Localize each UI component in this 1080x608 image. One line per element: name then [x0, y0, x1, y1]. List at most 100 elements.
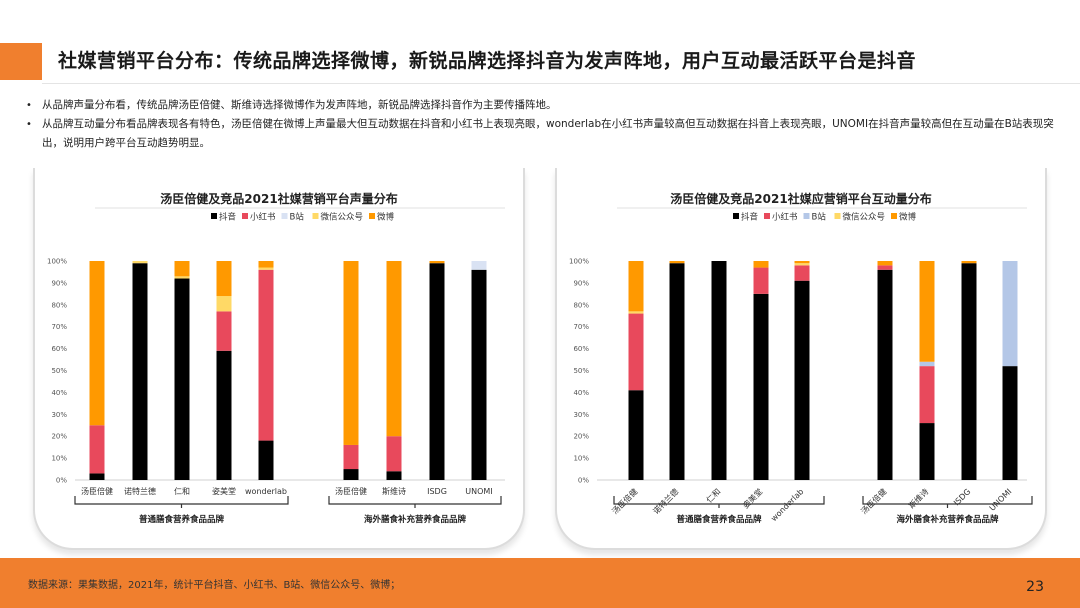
- bullet-dot: •: [26, 119, 32, 130]
- group-label: 普通膳食营养食品品牌: [676, 514, 762, 525]
- bar-微博: [174, 261, 190, 277]
- title-accent-bar: [0, 43, 42, 80]
- group-label: 海外膳食补充营养食品品牌: [364, 514, 467, 525]
- legend-label: 微博: [377, 212, 395, 223]
- legend-item: 微博: [369, 212, 395, 223]
- chart-panel-interaction: 汤臣倍健及竞品2021社媒应营销平台互动量分布 抖音 小红书 B站 微信公众号 微博 0% 1…: [555, 168, 1047, 550]
- bar-微博: [89, 261, 105, 426]
- y-tick-label: 100%: [569, 258, 589, 266]
- y-tick-label: 70%: [573, 323, 589, 331]
- bar-小红书: [919, 366, 935, 424]
- x-tick-label: 仁和: [704, 486, 722, 504]
- bar-抖音: [343, 469, 359, 480]
- bar-B站: [471, 261, 487, 270]
- legend-swatch: [211, 213, 217, 219]
- bar-抖音: [628, 390, 644, 480]
- bar-小红书: [258, 269, 274, 441]
- legend-swatch: [281, 213, 288, 219]
- title-divider: [42, 83, 1080, 84]
- legend-item: B站: [281, 212, 304, 223]
- y-tick-label: 90%: [573, 279, 589, 287]
- legend-label: 微信公众号: [321, 212, 364, 223]
- bar-抖音: [386, 471, 402, 480]
- legend-swatch: [242, 213, 248, 219]
- bar-小红书: [89, 425, 105, 474]
- x-tick-label: 仁和: [174, 486, 190, 496]
- chart-title: 汤臣倍健及竞品2021社媒应营销平台互动量分布: [670, 191, 931, 206]
- bar-微博: [753, 261, 769, 268]
- bar-微博: [794, 261, 810, 264]
- bar-抖音: [794, 280, 810, 480]
- bar-小红书: [386, 436, 402, 472]
- page-number: 23: [1026, 579, 1044, 595]
- legend-item: 小红书: [764, 212, 798, 223]
- x-tick-label: 斯维诗: [382, 486, 406, 496]
- bar-小红书: [794, 265, 810, 281]
- bar-抖音: [258, 440, 274, 480]
- legend-item: 微信公众号: [834, 212, 886, 223]
- bar-微博: [343, 261, 359, 445]
- legend-label: 抖音: [219, 212, 237, 223]
- legend-item: B站: [803, 212, 827, 223]
- legend-label: 小红书: [772, 212, 798, 223]
- legend-item: 小红书: [242, 212, 276, 223]
- bar-小红书: [343, 444, 359, 470]
- group-label: 海外膳食补充营养食品品牌: [896, 514, 999, 525]
- bar-微博: [669, 261, 685, 264]
- bar-抖音: [711, 261, 727, 480]
- x-tick-label: wonderlab: [245, 487, 287, 496]
- legend-label: 抖音: [741, 212, 759, 223]
- y-tick-label: 60%: [51, 345, 67, 353]
- bar-抖音: [429, 263, 445, 480]
- x-tick-label: 汤臣倍健: [335, 486, 367, 496]
- legend-label: B站: [812, 212, 827, 223]
- chart-panel-volume: 汤臣倍健及竞品2021社媒营销平台声量分布 抖音 小红书 B站 微信公众号 微博 0% 10%…: [33, 168, 525, 550]
- group-bracket: [328, 496, 502, 508]
- bar-B站: [1002, 261, 1018, 367]
- x-tick-label: 姿美堂: [740, 486, 764, 510]
- y-tick-label: 0%: [56, 477, 67, 485]
- x-tick-label: UNOMI: [988, 487, 1014, 513]
- y-tick-label: 40%: [573, 389, 589, 397]
- legend-item: 抖音: [211, 212, 237, 223]
- bullet-item: • 从品牌声量分布看，传统品牌汤臣倍健、斯维诗选择微博作为发声阵地，新锐品牌选择…: [22, 96, 1062, 115]
- footer-bar: [0, 558, 1080, 608]
- bar-抖音: [174, 278, 190, 480]
- y-tick-label: 80%: [51, 301, 67, 309]
- group-bracket: [74, 496, 289, 508]
- legend-item: 微信公众号: [312, 212, 364, 223]
- x-tick-label: 姿美堂: [212, 486, 236, 496]
- y-tick-label: 40%: [51, 389, 67, 397]
- bar-微信公众号: [794, 263, 810, 266]
- y-tick-label: 50%: [573, 367, 589, 375]
- bar-抖音: [216, 350, 232, 480]
- y-tick-label: 0%: [578, 477, 589, 485]
- group-label: 普通膳食营养食品品牌: [139, 514, 225, 525]
- bar-抖音: [132, 263, 148, 480]
- bar-微信公众号: [216, 296, 232, 312]
- bar-微博: [961, 261, 977, 264]
- bar-小红书: [628, 313, 644, 391]
- x-tick-label: 诺特兰德: [124, 486, 156, 496]
- group-bracket: [613, 496, 825, 508]
- y-tick-label: 10%: [573, 455, 589, 463]
- bar-微博: [877, 261, 893, 266]
- x-tick-label: ISDG: [427, 487, 447, 496]
- legend-label: 小红书: [250, 212, 276, 223]
- bar-微信公众号: [258, 267, 274, 270]
- legend-swatch: [312, 213, 319, 219]
- legend-swatch: [733, 213, 739, 219]
- bar-抖音: [669, 263, 685, 480]
- x-tick-label: 斯维诗: [906, 486, 930, 510]
- group-bracket: [862, 496, 1033, 508]
- bar-抖音: [753, 293, 769, 480]
- bullet-dot: •: [26, 100, 32, 111]
- y-tick-label: 60%: [573, 345, 589, 353]
- y-tick-label: 10%: [51, 455, 67, 463]
- legend-swatch: [764, 213, 770, 219]
- legend-label: 微信公众号: [843, 212, 886, 223]
- bullet-text: 从品牌互动量分布看品牌表现各有特色，汤臣倍健在微博上声量最大但互动数据在抖音和小…: [42, 118, 1054, 149]
- bar-小红书: [216, 311, 232, 351]
- bar-抖音: [1002, 366, 1018, 480]
